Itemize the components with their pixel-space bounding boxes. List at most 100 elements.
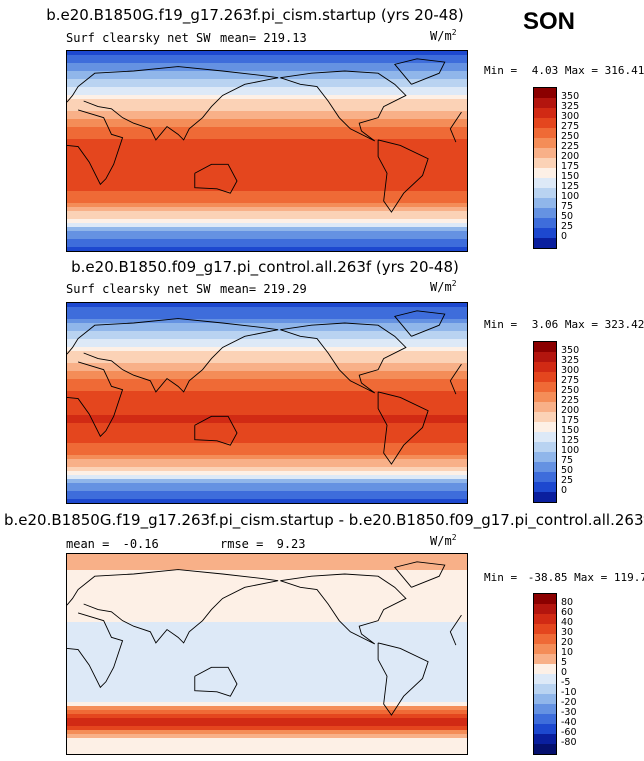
colorbar-swatch xyxy=(534,228,556,238)
zonal-band xyxy=(67,367,467,372)
colorbar-tick-label: 350 xyxy=(561,91,580,102)
colorbar-swatch xyxy=(534,422,556,432)
colorbar-tick-label: 0 xyxy=(561,231,568,242)
colorbar-tick-label: 225 xyxy=(561,395,580,406)
zonal-band xyxy=(67,463,467,468)
colorbar-tick-label: 200 xyxy=(561,405,580,416)
zonal-band xyxy=(67,582,467,587)
zonal-band xyxy=(67,706,467,711)
zonal-band xyxy=(67,51,467,56)
colorbar-tick-label: -5 xyxy=(561,677,571,688)
colorbar-tick-label: -60 xyxy=(561,727,577,738)
coastline xyxy=(377,139,429,213)
zonal-band xyxy=(67,435,467,440)
coastline xyxy=(393,310,446,337)
coastline xyxy=(449,111,462,143)
colorbar-swatch xyxy=(534,472,556,482)
zonal-band xyxy=(67,742,467,747)
panel-bottom-mean-label: mean = xyxy=(66,537,110,551)
zonal-band xyxy=(67,75,467,80)
zonal-band xyxy=(67,363,467,368)
zonal-band xyxy=(67,578,467,583)
zonal-band xyxy=(67,646,467,651)
zonal-band xyxy=(67,451,467,456)
panel-bottom-title: b.e20.B1850G.f19_g17.263f.pi_cism.startu… xyxy=(4,511,644,529)
zonal-band xyxy=(67,702,467,707)
zonal-band xyxy=(67,566,467,571)
colorbar-tick-label: 325 xyxy=(561,355,580,366)
colorbar-tick-label: 0 xyxy=(561,485,568,496)
colorbar-swatch xyxy=(534,624,556,634)
colorbar-swatch xyxy=(534,352,556,362)
zonal-band xyxy=(67,223,467,228)
colorbar-tick-label: -80 xyxy=(561,737,577,748)
panel-middle-max-label: Max = xyxy=(564,318,598,331)
zonal-band xyxy=(67,335,467,340)
coastline xyxy=(194,415,238,446)
zonal-band xyxy=(67,562,467,567)
panel-middle-mean-value: 219.29 xyxy=(263,282,307,296)
colorbar-tick-label: -30 xyxy=(561,707,577,718)
panel-bottom-rmse-label: rmse = xyxy=(220,537,264,551)
colorbar-swatch xyxy=(534,238,556,248)
zonal-band xyxy=(67,682,467,687)
zonal-band xyxy=(67,479,467,484)
colorbar-swatch xyxy=(534,684,556,694)
colorbar-swatch xyxy=(534,158,556,168)
zonal-band xyxy=(67,339,467,344)
zonal-band xyxy=(67,403,467,408)
panel-bottom-max-value: 119.76 xyxy=(613,571,644,584)
zonal-band xyxy=(67,642,467,647)
zonal-band xyxy=(67,395,467,400)
season-label: SON xyxy=(523,8,576,35)
zonal-band xyxy=(67,738,467,743)
zonal-band xyxy=(67,179,467,184)
colorbar-tick-label: 225 xyxy=(561,141,580,152)
zonal-band xyxy=(67,115,467,120)
zonal-band xyxy=(67,746,467,751)
zonal-band xyxy=(67,710,467,715)
colorbar-swatch xyxy=(534,634,556,644)
zonal-band xyxy=(67,471,467,476)
colorbar-tick-label: 50 xyxy=(561,211,574,222)
coastlines xyxy=(67,561,462,716)
colorbar-swatches xyxy=(533,341,557,503)
panel-bottom-minmax: Min = -38.85 Max = 119.76 xyxy=(484,571,644,584)
panel-middle-mean-label: mean= xyxy=(220,282,257,296)
colorbar-swatch xyxy=(534,492,556,502)
zonal-band xyxy=(67,87,467,92)
colorbar-tick-label: 100 xyxy=(561,445,580,456)
zonal-band xyxy=(67,91,467,96)
colorbar-tick-label: 175 xyxy=(561,415,580,426)
colorbar-swatch xyxy=(534,128,556,138)
zonal-bands xyxy=(67,554,467,754)
colorbar-swatch xyxy=(534,462,556,472)
panel-top-map xyxy=(66,50,468,252)
zonal-band xyxy=(67,654,467,659)
zonal-band xyxy=(67,167,467,172)
colorbar-tick-label: 10 xyxy=(561,647,574,658)
zonal-band xyxy=(67,163,467,168)
zonal-band xyxy=(67,467,467,472)
zonal-band xyxy=(67,590,467,595)
zonal-band xyxy=(67,447,467,452)
zonal-band xyxy=(67,487,467,492)
zonal-band xyxy=(67,127,467,132)
colorbar-swatch xyxy=(534,744,556,754)
zonal-band xyxy=(67,375,467,380)
coastlines xyxy=(67,58,462,213)
zonal-band xyxy=(67,247,467,251)
colorbar-tick-label: 325 xyxy=(561,101,580,112)
zonal-band xyxy=(67,650,467,655)
zonal-band xyxy=(67,199,467,204)
zonal-band xyxy=(67,239,467,244)
zonal-band xyxy=(67,750,467,754)
zonal-band xyxy=(67,443,467,448)
coastline xyxy=(67,612,124,689)
zonal-band xyxy=(67,411,467,416)
zonal-band xyxy=(67,359,467,364)
zonal-band xyxy=(67,495,467,500)
colorbar-tick-label: 200 xyxy=(561,151,580,162)
coastline xyxy=(393,58,446,85)
coastline xyxy=(67,66,279,141)
